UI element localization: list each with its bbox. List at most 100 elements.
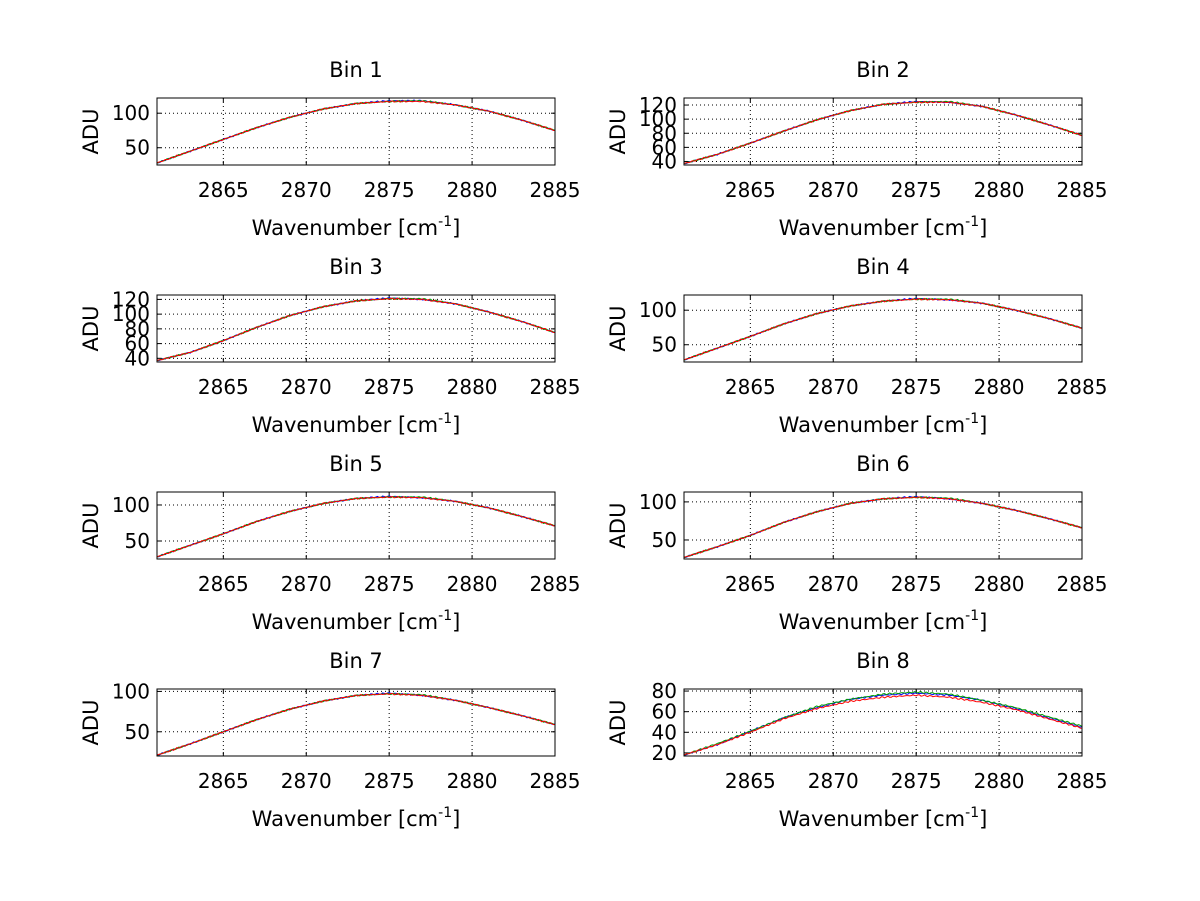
x-axis-label: Wavenumber [cm-1] <box>252 411 461 437</box>
x-tick-label: 2880 <box>974 572 1025 596</box>
x-tick-label: 2885 <box>1057 178 1108 202</box>
y-axis-label: ADU <box>606 109 630 155</box>
y-tick-label: 50 <box>652 333 677 357</box>
y-axis-label: ADU <box>79 700 103 746</box>
x-tick-label: 2865 <box>198 769 249 793</box>
x-tick-label: 2865 <box>725 572 776 596</box>
y-tick-label: 80 <box>652 121 677 145</box>
x-tick-label: 2870 <box>808 375 859 399</box>
x-tick-label: 2885 <box>530 178 581 202</box>
x-axis-label-superscript: -1 <box>965 214 979 230</box>
x-axis-label-text: Wavenumber [cm <box>252 216 438 240</box>
x-axis-label-suffix: ] <box>979 610 987 634</box>
x-axis-label: Wavenumber [cm-1] <box>779 411 988 437</box>
x-axis-label-suffix: ] <box>452 610 460 634</box>
series-line-overlay-blue <box>684 100 1082 165</box>
y-tick-label: 60 <box>125 332 150 356</box>
x-axis-label: Wavenumber [cm-1] <box>252 805 461 831</box>
y-tick-label: 80 <box>125 317 150 341</box>
x-tick-label: 2865 <box>725 178 776 202</box>
series-line-overlay-red <box>684 694 1082 756</box>
series-line-overlay-red <box>684 297 1082 361</box>
x-axis-label-text: Wavenumber [cm <box>779 413 965 437</box>
x-tick-label: 2885 <box>1057 769 1108 793</box>
x-tick-label: 2875 <box>364 572 415 596</box>
series-line-overlay-red <box>157 495 555 558</box>
series-line-overlay-green <box>157 99 555 164</box>
x-tick-label: 2880 <box>974 178 1025 202</box>
x-tick-label: 2875 <box>364 178 415 202</box>
y-tick-label: 50 <box>125 720 150 744</box>
x-axis-label-suffix: ] <box>452 413 460 437</box>
series-line-overlay-red <box>157 692 555 756</box>
x-axis-label-suffix: ] <box>452 807 460 831</box>
x-tick-label: 2880 <box>447 769 498 793</box>
series-line-overlay-green <box>684 297 1082 361</box>
y-tick-label: 100 <box>112 302 150 326</box>
x-tick-label: 2875 <box>364 769 415 793</box>
x-axis-label: Wavenumber [cm-1] <box>252 214 461 240</box>
x-axis-label: Wavenumber [cm-1] <box>252 608 461 634</box>
x-tick-label: 2875 <box>891 375 942 399</box>
x-tick-label: 2865 <box>725 375 776 399</box>
y-tick-label: 100 <box>639 107 677 131</box>
x-tick-label: 2865 <box>198 178 249 202</box>
axes-box <box>156 97 556 166</box>
axes-box <box>683 97 1083 166</box>
x-tick-label: 2865 <box>198 572 249 596</box>
x-axis-label-superscript: -1 <box>965 805 979 821</box>
subplot-title: Bin 4 <box>856 255 910 279</box>
series-line-overlay-green <box>157 495 555 558</box>
x-tick-label: 2870 <box>808 769 859 793</box>
series-line-overlay-green <box>157 297 555 362</box>
y-tick-label: 50 <box>125 136 150 160</box>
series-line-overlay-blue <box>684 495 1082 559</box>
x-tick-label: 2865 <box>725 769 776 793</box>
y-axis-label: ADU <box>79 109 103 155</box>
series-line-overlay-green <box>684 496 1082 559</box>
y-tick-label: 40 <box>125 346 150 370</box>
x-tick-label: 2870 <box>281 375 332 399</box>
axes-box <box>156 688 556 757</box>
x-axis-label-superscript: -1 <box>438 608 452 624</box>
series-line-overlay-blue <box>684 692 1082 756</box>
x-axis-label-superscript: -1 <box>438 411 452 427</box>
subplot-title: Bin 3 <box>329 255 383 279</box>
x-tick-label: 2880 <box>447 572 498 596</box>
x-axis-label-text: Wavenumber [cm <box>779 216 965 240</box>
y-tick-label: 60 <box>652 135 677 159</box>
subplot-title: Bin 7 <box>329 649 383 673</box>
subplot-6: Bin 6 2865 2870 2875 2880 2885 50 100 Wavenumber… <box>606 452 1107 634</box>
y-axis-label: ADU <box>606 306 630 352</box>
y-axis-label: ADU <box>606 503 630 549</box>
y-axis-label: ADU <box>79 306 103 352</box>
series-line-overlay-blue <box>157 495 555 558</box>
x-axis-label-text: Wavenumber [cm <box>779 610 965 634</box>
axes-box <box>683 294 1083 363</box>
x-axis-label-text: Wavenumber [cm <box>252 610 438 634</box>
y-tick-label: 20 <box>652 741 677 765</box>
x-axis-label: Wavenumber [cm-1] <box>779 805 988 831</box>
x-axis-label-superscript: -1 <box>438 805 452 821</box>
x-axis-label: Wavenumber [cm-1] <box>779 214 988 240</box>
x-tick-label: 2885 <box>1057 572 1108 596</box>
x-tick-label: 2870 <box>281 178 332 202</box>
x-tick-label: 2880 <box>447 375 498 399</box>
x-tick-label: 2875 <box>891 572 942 596</box>
subplot-title: Bin 1 <box>329 58 383 82</box>
x-axis-label-suffix: ] <box>979 216 987 240</box>
x-axis-label-superscript: -1 <box>438 214 452 230</box>
x-axis-label-suffix: ] <box>979 413 987 437</box>
axes-box <box>156 294 556 363</box>
x-axis-label-text: Wavenumber [cm <box>252 807 438 831</box>
x-tick-label: 2870 <box>808 572 859 596</box>
y-tick-label: 40 <box>652 149 677 173</box>
y-tick-label: 100 <box>639 298 677 322</box>
y-tick-label: 50 <box>652 528 677 552</box>
axes-box <box>683 688 1083 757</box>
x-tick-label: 2880 <box>447 178 498 202</box>
series-line-overlay-red <box>157 297 555 361</box>
